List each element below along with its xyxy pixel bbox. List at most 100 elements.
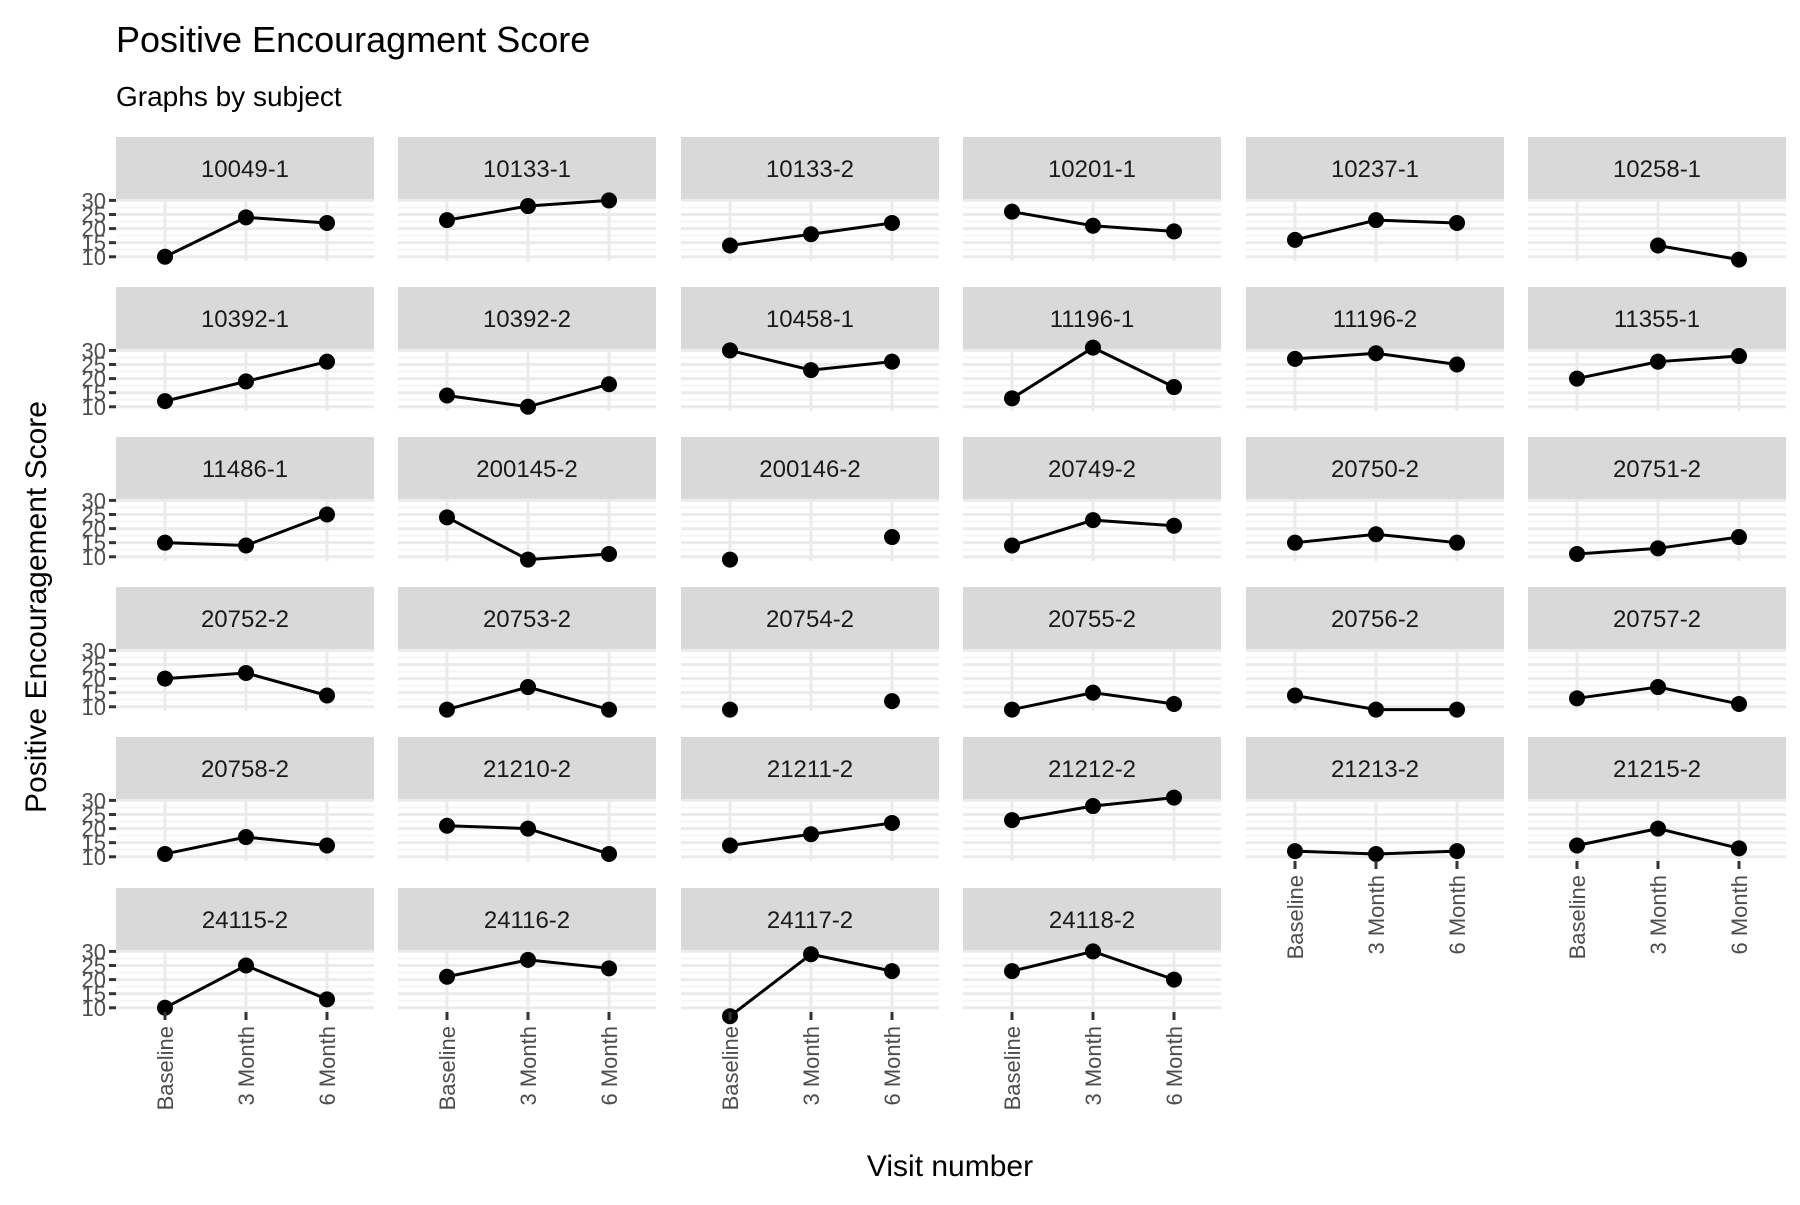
facet-strip (1528, 287, 1786, 349)
data-point (439, 509, 455, 526)
facet-strip-label: 10258-1 (1613, 156, 1701, 183)
facet-strip (681, 287, 939, 349)
facet-strip-label: 24117-2 (767, 907, 853, 934)
facet-strip-label: 20749-2 (1048, 456, 1136, 483)
data-point (157, 999, 173, 1016)
y-tick-label: 10 (82, 245, 106, 270)
data-point (1449, 701, 1465, 718)
x-tick-label: 6 Month (597, 1026, 622, 1106)
facet-strip-label: 20757-2 (1613, 606, 1701, 633)
facet-panel: 24116-2 Baseline 3 Month 6 Month (398, 888, 656, 1110)
facet-strip (116, 888, 374, 950)
facet-strip (681, 587, 939, 649)
data-point (884, 214, 900, 231)
facet-panel: 10258-1 (1528, 137, 1786, 268)
facet-strip-label: 21213-2 (1331, 756, 1419, 783)
facet-panel: 10458-1 (681, 287, 939, 411)
facet-strip (398, 437, 656, 499)
data-point (722, 837, 738, 854)
data-point (722, 237, 738, 254)
facet-strip (398, 587, 656, 649)
data-point (1085, 339, 1101, 356)
data-point (1650, 679, 1666, 696)
y-tick-label: 30 (82, 788, 106, 813)
data-point (1569, 837, 1585, 854)
data-point (520, 951, 536, 968)
data-point (1166, 971, 1182, 988)
data-point (803, 826, 819, 843)
data-point (884, 963, 900, 980)
facet-strip-label: 11196-2 (1333, 306, 1418, 333)
facet-strip (116, 437, 374, 499)
facet-strip (398, 737, 656, 799)
data-point (319, 506, 335, 523)
data-point (238, 957, 254, 974)
data-point (319, 991, 335, 1008)
data-point (1449, 214, 1465, 231)
data-point (722, 551, 738, 568)
x-tick-label: 6 Month (315, 1026, 340, 1106)
data-point (1731, 251, 1747, 268)
facet-panel: 21211-2 (681, 737, 939, 861)
facet-strip (1246, 137, 1504, 199)
y-tick-label: 20 (82, 667, 106, 692)
data-point (601, 960, 617, 977)
facet-strip (963, 737, 1221, 799)
facet-strip (1246, 437, 1504, 499)
facet-strip-label: 10392-1 (201, 306, 289, 333)
data-point (439, 212, 455, 229)
y-tick-label: 25 (82, 954, 106, 979)
facet-panel: 21213-2 Baseline 3 Month 6 Month (1246, 737, 1504, 959)
facet-strip-label: 20751-2 (1613, 456, 1701, 483)
y-tick-label: 10 (82, 695, 106, 720)
facet-strip (681, 888, 939, 950)
y-tick-label: 30 (82, 488, 106, 513)
y-tick-label: 30 (82, 188, 106, 213)
y-tick-label: 15 (82, 831, 106, 856)
y-tick-label: 25 (82, 503, 106, 528)
facet-strip-label: 21212-2 (1048, 756, 1136, 783)
data-point (1166, 695, 1182, 712)
data-point (601, 545, 617, 562)
facet-strip (1246, 737, 1504, 799)
facet-panel: 200145-2 (398, 437, 656, 568)
y-tick-label: 15 (82, 531, 106, 556)
data-point (520, 820, 536, 837)
facet-strip (681, 737, 939, 799)
data-point (1368, 526, 1384, 543)
facet-strip-label: 20750-2 (1331, 456, 1419, 483)
chart-subtitle: Graphs by subject (116, 81, 342, 112)
data-point (1085, 798, 1101, 815)
facet-strip-label: 10049-1 (201, 156, 289, 183)
data-point (803, 946, 819, 963)
facet-strip-label: 20758-2 (201, 756, 289, 783)
y-tick-label: 10 (82, 845, 106, 870)
facet-panel: 11355-1 (1528, 287, 1786, 411)
facet-strip (398, 287, 656, 349)
data-point (319, 353, 335, 370)
facet-strip-label: 24115-2 (202, 907, 288, 934)
data-point (520, 679, 536, 696)
facet-strip-label: 11355-1 (1614, 306, 1700, 333)
data-point (439, 387, 455, 404)
data-point (1731, 695, 1747, 712)
y-axis-label: Positive Encouragement Score (20, 401, 53, 813)
data-point (1004, 390, 1020, 407)
facet-panel: 24118-2 Baseline 3 Month 6 Month (963, 888, 1221, 1110)
y-tick-label: 15 (82, 982, 106, 1007)
data-point (1368, 701, 1384, 718)
facet-strip-label: 20755-2 (1048, 606, 1136, 633)
facet-strip-label: 10133-2 (766, 156, 854, 183)
facet-panel: 20757-2 (1528, 587, 1786, 712)
data-point (1166, 379, 1182, 396)
facet-strip-label: 10133-1 (483, 156, 571, 183)
chart-title: Positive Encouragment Score (116, 19, 590, 60)
facet-panel: 11196-2 (1246, 287, 1504, 411)
facet-strip-label: 10392-2 (483, 306, 571, 333)
y-tick-label: 20 (82, 367, 106, 392)
